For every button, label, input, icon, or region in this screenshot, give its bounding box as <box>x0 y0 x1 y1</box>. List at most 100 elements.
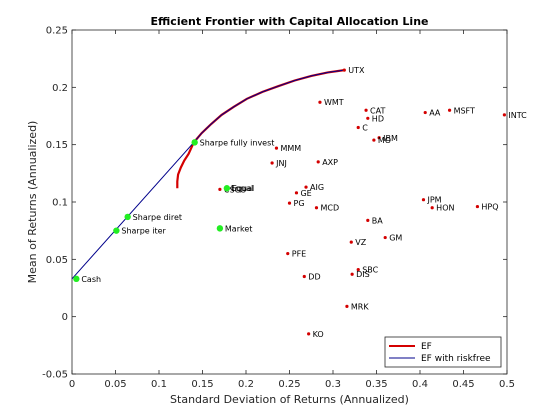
x-tick-label: 0.05 <box>104 379 126 390</box>
asset-point <box>314 206 319 210</box>
x-axis-label: Standard Deviation of Returns (Annualize… <box>170 393 409 406</box>
asset-point <box>356 268 360 272</box>
asset-label: CSCO <box>224 185 247 194</box>
y-tick-label: 0.05 <box>46 255 68 266</box>
chart-title: Efficient Frontier with Capital Allocati… <box>151 15 429 28</box>
asset-point <box>421 198 426 202</box>
portfolio-point <box>191 139 198 146</box>
asset-point <box>364 108 368 112</box>
x-tick-label: 0.45 <box>452 379 474 390</box>
asset-label: PFE <box>292 250 306 259</box>
x-tick-label: 0 <box>69 379 75 390</box>
x-tick-label: 0.25 <box>278 379 300 390</box>
asset-label: KO <box>313 330 324 339</box>
portfolio-label: Equal <box>232 184 254 193</box>
portfolio-point <box>216 225 224 232</box>
x-tick-label: 0.5 <box>499 379 515 390</box>
legend-box <box>384 336 502 368</box>
x-tick-label: 0.1 <box>151 379 167 390</box>
asset-point <box>294 191 299 195</box>
portfolio-label: Market <box>225 224 253 233</box>
asset-label: IBM <box>383 134 398 143</box>
asset-label: MMM <box>280 144 301 153</box>
asset-point <box>423 110 427 115</box>
asset-label: JNJ <box>275 159 287 168</box>
asset-label: JPM <box>426 196 441 205</box>
asset-point <box>475 204 480 209</box>
asset-point <box>286 252 290 256</box>
asset-point <box>366 116 370 120</box>
asset-label: C <box>362 123 368 132</box>
asset-point <box>274 146 279 150</box>
y-tick-label: 0.15 <box>46 140 68 151</box>
asset-label: SBC <box>362 266 378 275</box>
asset-point <box>356 125 360 130</box>
asset-label: AA <box>429 109 441 118</box>
asset-label: AXP <box>322 158 338 167</box>
y-tick-label: 0.2 <box>52 83 68 94</box>
portfolio-point <box>223 185 231 192</box>
asset-point <box>349 240 353 244</box>
x-tick-label: 0.35 <box>365 379 387 390</box>
asset-point <box>307 332 311 336</box>
y-axis-label: Mean of Returns (Annualized) <box>26 121 39 284</box>
plot-area: 0 0.05 0.1 0.15 0.2 0.25 0.3 0.35 0.4 0.45 0.5 -0.0… <box>42 26 527 391</box>
asset-point <box>366 218 370 222</box>
y-tick-label: -0.05 <box>42 370 68 381</box>
portfolio-label: Sharpe fully invest <box>200 138 275 147</box>
asset-point <box>383 235 387 240</box>
asset-point <box>302 274 306 279</box>
asset-label: CAT <box>370 106 385 115</box>
y-tick-label: 0 <box>62 312 68 323</box>
asset-label: VZ <box>355 238 366 247</box>
asset-label: BA <box>372 216 383 225</box>
x-tick-label: 0.3 <box>325 379 341 390</box>
asset-label: UTX <box>348 66 365 75</box>
x-tick-label: 0.4 <box>412 379 428 390</box>
asset-point <box>345 304 349 308</box>
asset-point <box>318 100 322 104</box>
asset-label: AIG <box>310 183 324 192</box>
y-tick-label: 0.25 <box>46 26 68 37</box>
asset-label: Equal <box>231 184 253 193</box>
asset-label: MO <box>378 136 391 145</box>
asset-label: GM <box>389 234 402 243</box>
asset-point <box>502 113 506 117</box>
portfolio-point <box>124 213 131 221</box>
asset-label: DIS <box>356 270 370 279</box>
x-tick-label: 0.2 <box>238 379 254 390</box>
asset-label: MCD <box>320 204 339 213</box>
asset-point <box>350 272 354 276</box>
asset-label: HD <box>372 114 384 123</box>
asset-label: PG <box>294 199 305 208</box>
asset-point <box>372 138 376 142</box>
x-tick-label: 0.15 <box>191 379 213 390</box>
asset-label: INTC <box>508 111 527 120</box>
asset-label: HPQ <box>481 203 498 212</box>
legend-entry: EF with riskfree <box>421 354 491 364</box>
y-tick-label: 0.1 <box>52 198 68 209</box>
asset-point <box>304 185 308 189</box>
asset-label: WMT <box>324 98 344 107</box>
asset-point <box>447 108 452 112</box>
portfolio-label: Sharpe diret <box>133 213 182 222</box>
asset-label: HON <box>436 204 454 213</box>
asset-point <box>287 201 292 205</box>
legend-entry: EF <box>421 342 432 352</box>
asset-label: MRK <box>351 302 369 311</box>
ef-riskfree-line <box>71 69 345 280</box>
asset-label: DD <box>308 273 320 282</box>
portfolio-label: Cash <box>81 275 101 284</box>
portfolio-point <box>73 275 80 283</box>
asset-label: GE <box>300 189 311 198</box>
portfolio-point <box>113 227 120 234</box>
asset-label: MSFT <box>454 106 475 115</box>
asset-point <box>377 136 381 140</box>
legend: EF EF with riskfree <box>384 336 502 368</box>
portfolio-label: Sharpe iter <box>121 227 166 236</box>
asset-point <box>316 160 320 164</box>
asset-point <box>270 161 274 165</box>
asset-point <box>342 68 346 72</box>
asset-point <box>218 187 222 191</box>
